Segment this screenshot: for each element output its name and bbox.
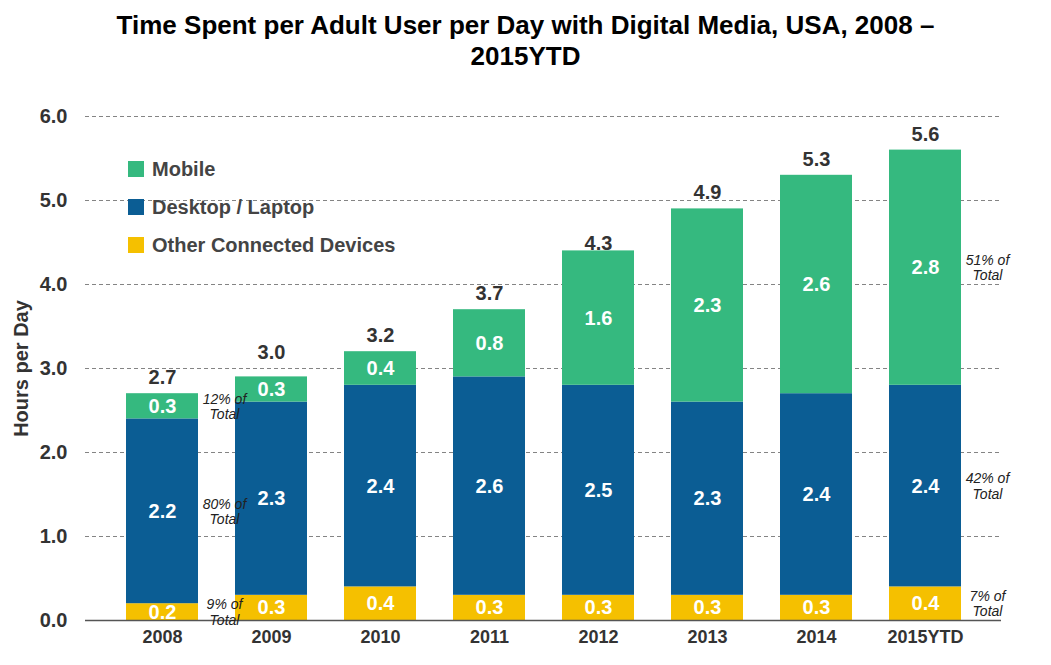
svg-text:51% ofTotal: 51% ofTotal (966, 252, 1012, 283)
svg-text:3.2: 3.2 (367, 324, 395, 346)
html-text:Other Connected Devices: Other Connected Devices (152, 233, 396, 256)
svg-text:4.9: 4.9 (694, 181, 722, 203)
svg-text:0.4: 0.4 (912, 592, 941, 614)
svg-text:12% ofTotal: 12% ofTotal (203, 391, 249, 422)
svg-text:2.4: 2.4 (803, 483, 832, 505)
svg-text:0.3: 0.3 (476, 596, 504, 618)
svg-text:5.6: 5.6 (912, 123, 940, 145)
svg-text:80% ofTotal: 80% ofTotal (203, 496, 249, 527)
svg-text:2.2: 2.2 (149, 500, 177, 522)
svg-text:2.7: 2.7 (149, 366, 177, 388)
svg-text:1.0: 1.0 (40, 525, 68, 547)
svg-text:0.0: 0.0 (40, 609, 68, 631)
html-text:Time Spent per Adult User per: Time Spent per Adult User per Day with D… (116, 10, 935, 71)
svg-text:2.6: 2.6 (803, 273, 831, 295)
svg-text:2.0: 2.0 (40, 441, 68, 463)
svg-text:0.3: 0.3 (258, 378, 286, 400)
svg-text:1.6: 1.6 (585, 307, 613, 329)
svg-text:0.3: 0.3 (585, 596, 613, 618)
svg-text:2012: 2012 (578, 627, 618, 647)
svg-text:0.3: 0.3 (803, 596, 831, 618)
svg-text:2013: 2013 (687, 627, 727, 647)
svg-text:2.3: 2.3 (694, 487, 722, 509)
svg-text:5.0: 5.0 (40, 189, 68, 211)
svg-text:0.4: 0.4 (367, 357, 396, 379)
svg-text:6.0: 6.0 (40, 105, 68, 127)
svg-text:7% ofTotal: 7% ofTotal (970, 588, 1008, 619)
svg-text:2010: 2010 (360, 627, 400, 647)
html-text:Desktop / Laptop: Desktop / Laptop (152, 195, 315, 218)
svg-text:0.3: 0.3 (694, 596, 722, 618)
svg-text:5.3: 5.3 (803, 148, 831, 170)
svg-text:4.0: 4.0 (40, 273, 68, 295)
svg-text:2.4: 2.4 (367, 475, 396, 497)
svg-text:2.3: 2.3 (694, 294, 722, 316)
svg-text:2.4: 2.4 (912, 475, 941, 497)
svg-text:42% ofTotal: 42% ofTotal (966, 470, 1012, 501)
svg-text:2.6: 2.6 (476, 475, 504, 497)
svg-text:0.3: 0.3 (258, 596, 286, 618)
svg-text:2014: 2014 (796, 627, 836, 647)
svg-text:4.3: 4.3 (585, 232, 613, 254)
svg-text:9% ofTotal: 9% ofTotal (207, 596, 245, 627)
svg-text:2.3: 2.3 (258, 487, 286, 509)
svg-text:2011: 2011 (470, 627, 509, 647)
html-text:Mobile: Mobile (152, 157, 216, 180)
svg-text:3.7: 3.7 (476, 282, 504, 304)
svg-text:0.4: 0.4 (367, 592, 396, 614)
svg-text:3.0: 3.0 (258, 341, 286, 363)
svg-text:Hours per Day: Hours per Day (10, 299, 32, 437)
svg-text:0.8: 0.8 (476, 332, 504, 354)
svg-text:2.8: 2.8 (912, 256, 940, 278)
svg-text:3.0: 3.0 (40, 357, 68, 379)
svg-text:2.5: 2.5 (585, 479, 613, 501)
svg-text:2015YTD: 2015YTD (887, 627, 963, 647)
svg-text:0.2: 0.2 (149, 601, 177, 623)
svg-text:0.3: 0.3 (149, 395, 177, 417)
svg-text:2008: 2008 (142, 627, 182, 647)
svg-text:2009: 2009 (251, 627, 291, 647)
